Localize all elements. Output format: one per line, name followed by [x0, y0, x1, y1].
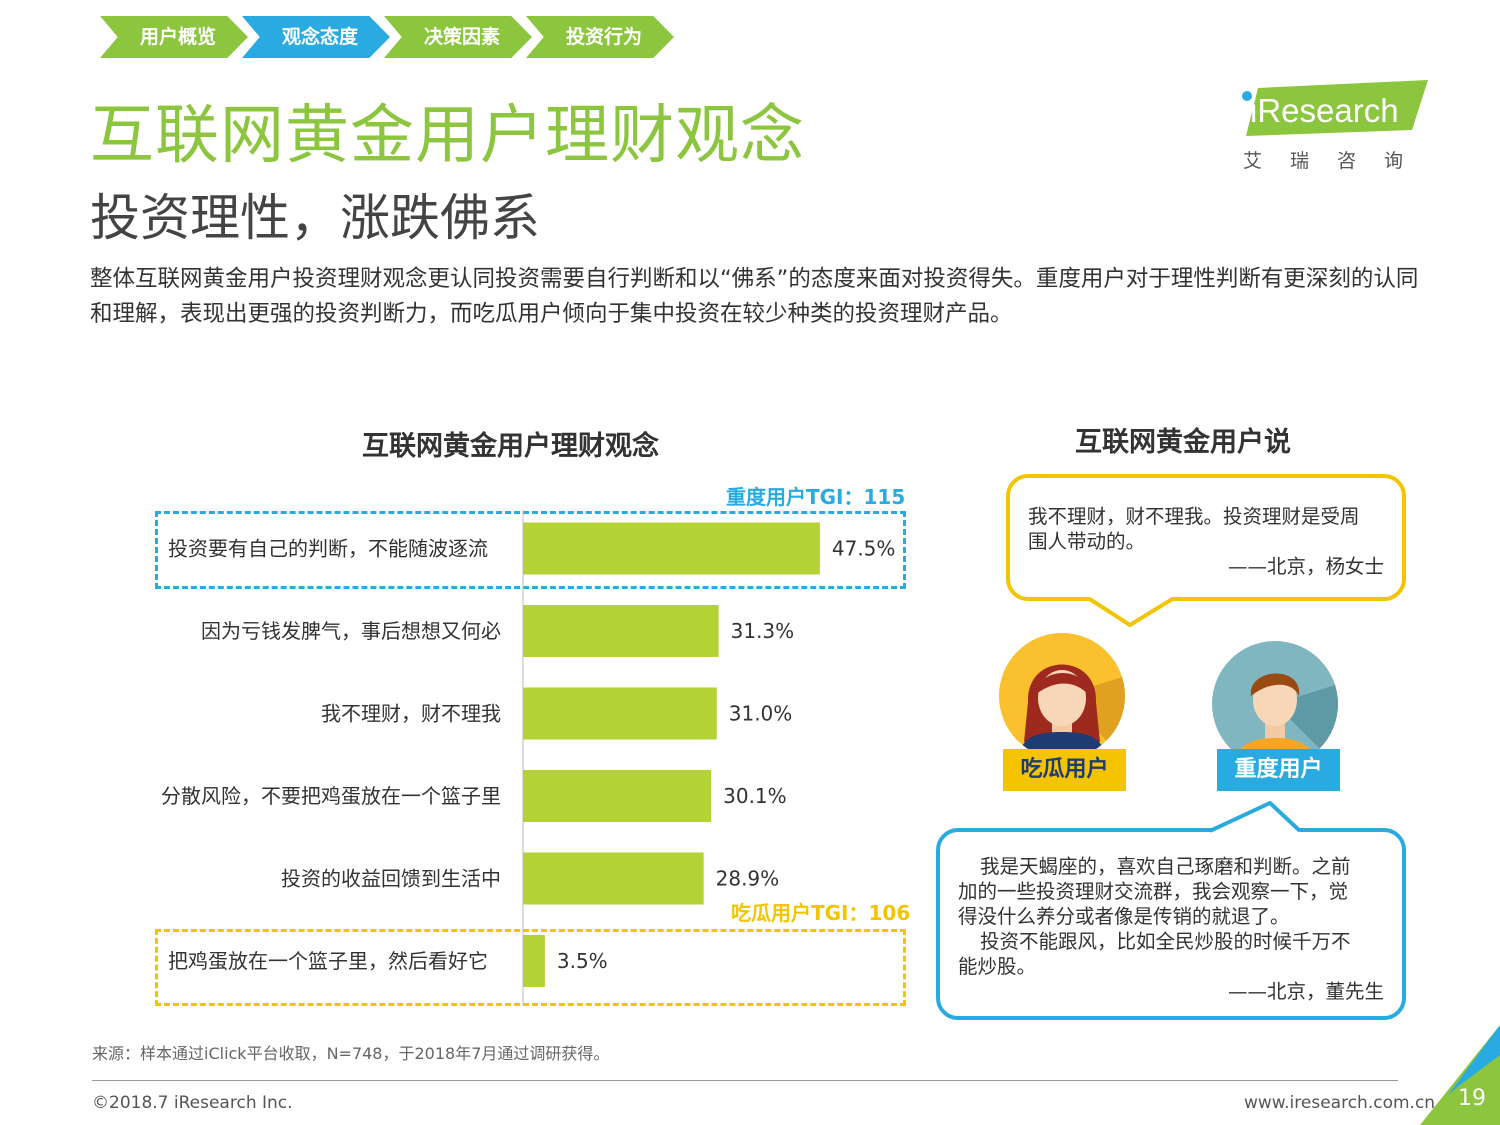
bar — [523, 770, 712, 822]
source-footnote: 来源：样本通过iClick平台收取，N=748，于2018年7月通过调研获得。 — [92, 1044, 610, 1063]
people-quotes-title: 互联网黄金用户说 — [1075, 427, 1291, 458]
category-label: 投资的收益回馈到生活中 — [281, 867, 501, 891]
nav-tab-label: 投资行为 — [565, 26, 642, 48]
logo-text: iResearch — [1250, 92, 1399, 129]
logo-chinese-name: 艾瑞咨询 — [1243, 150, 1432, 172]
quote-line: 围人带动的。 — [1028, 530, 1146, 553]
quote-bubble-tail — [1210, 801, 1300, 833]
value-label: 31.3% — [731, 619, 795, 643]
page-number: 19 — [1458, 1086, 1486, 1111]
value-label: 47.5% — [832, 537, 896, 561]
category-label: 分散风险，不要把鸡蛋放在一个篮子里 — [161, 784, 501, 808]
nav-tab-attitude[interactable]: 观念态度 — [242, 16, 390, 58]
page-subtitle: 投资理性，涨跌佛系 — [90, 189, 540, 247]
casual-user-label: 吃瓜用户 — [1003, 749, 1126, 791]
page-title: 互联网黄金用户理财观念 — [90, 99, 805, 173]
nav-tab-label: 用户概览 — [139, 26, 216, 48]
quote-attribution: ——北京，杨女士 — [1227, 555, 1384, 578]
quote-line: 我是天蝎座的，喜欢自己琢磨和判断。之前 — [980, 855, 1351, 878]
quote-line: 加的一些投资理财交流群，我会观察一下，觉 — [958, 880, 1349, 903]
value-label: 30.1% — [723, 784, 787, 808]
quote-line: 得没什么养分或者像是传销的就退了。 — [958, 905, 1290, 928]
nav-tab-label: 观念态度 — [281, 26, 358, 48]
quote-bubble-tail — [1088, 597, 1174, 628]
quote-attribution: ——北京，董先生 — [1227, 980, 1384, 1003]
category-label: 投资要有自己的判断，不能随波逐流 — [168, 537, 488, 561]
value-label: 28.9% — [716, 867, 780, 891]
iresearch-logo: iResearch — [1242, 80, 1428, 136]
heavy-user-label: 重度用户 — [1217, 749, 1340, 791]
bar — [523, 605, 719, 657]
casual-user-highlight-box — [155, 929, 906, 1006]
heavy-user-highlight-box — [155, 511, 906, 589]
category-label: 我不理财，财不理我 — [321, 702, 501, 726]
copyright: ©2018.7 iResearch Inc. — [92, 1093, 293, 1113]
bar-chart: 投资要有自己的判断，不能随波逐流 47.5% 因为亏钱发脾气，事后想想又何必 31.3… — [161, 510, 896, 1005]
page-corner-decoration — [1420, 1025, 1500, 1125]
quote-bubble-casual-user: 我不理财，财不理我。投资理财是受周 围人带动的。 ——北京，杨女士 — [1006, 474, 1406, 601]
category-label: 因为亏钱发脾气，事后想想又何必 — [201, 619, 501, 643]
nav-tab-label: 决策因素 — [423, 26, 500, 48]
category-label: 把鸡蛋放在一个篮子里，然后看好它 — [168, 949, 488, 973]
website-link[interactable]: www.iresearch.com.cn — [1244, 1093, 1436, 1113]
heavy-user-tgi-annotation: 重度用户TGI：115 — [726, 485, 906, 509]
bar — [523, 935, 545, 987]
value-label: 3.5% — [557, 949, 608, 973]
bar — [523, 522, 820, 575]
quote-line: 投资不能跟风，比如全民炒股的时候千万不 — [980, 930, 1351, 953]
intro-paragraph: 整体互联网黄金用户投资理财观念更认同投资需要自行判断和以“佛系”的态度来面对投资… — [90, 266, 1419, 327]
nav-tab-decision-factors[interactable]: 决策因素 — [384, 16, 532, 58]
bar — [523, 687, 717, 740]
nav-tab-investment-behavior[interactable]: 投资行为 — [526, 16, 674, 58]
value-label: 31.0% — [729, 702, 793, 726]
bar — [523, 852, 704, 905]
quote-line: 我不理财，财不理我。投资理财是受周 — [1028, 505, 1360, 528]
casual-user-tgi-annotation: 吃瓜用户TGI：106 — [731, 901, 911, 925]
quote-line: 能炒股。 — [958, 955, 1037, 978]
footer-divider — [92, 1080, 1398, 1081]
chart-title: 互联网黄金用户理财观念 — [362, 431, 659, 462]
female-user-avatar — [999, 633, 1125, 759]
nav-tab-user-overview[interactable]: 用户概览 — [100, 16, 248, 58]
quote-bubble-heavy-user: 我是天蝎座的，喜欢自己琢磨和判断。之前 加的一些投资理财交流群，我会观察一下，觉… — [936, 828, 1406, 1020]
